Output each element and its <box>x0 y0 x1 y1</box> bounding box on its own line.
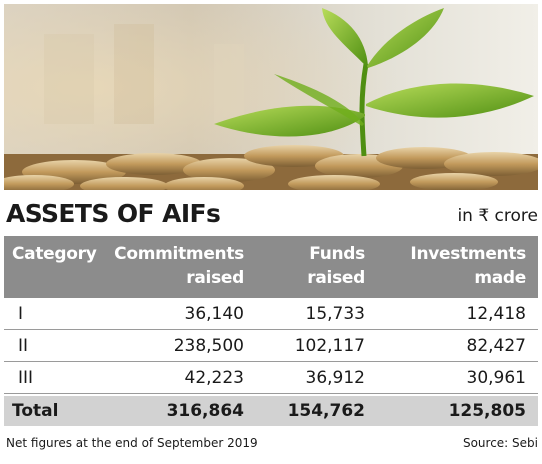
header-funds-line-2: raised <box>307 268 365 288</box>
row-investments: 82,427 <box>466 336 526 356</box>
table-row: II 238,500 102,117 82,427 <box>4 330 538 362</box>
table-row: III 42,223 36,912 30,961 <box>4 362 538 394</box>
source-credit: Source: Sebi <box>462 436 538 450</box>
total-commitments: 316,864 <box>166 401 244 421</box>
row-commitments: 36,140 <box>184 304 244 324</box>
page-title: ASSETS OF AIFs <box>6 199 221 228</box>
header-category-line-1: Category <box>12 244 97 264</box>
table-header: Category Commitments raised Funds raised… <box>4 236 538 298</box>
header-investments: Investments made <box>410 242 526 290</box>
total-label: Total <box>12 401 59 421</box>
row-commitments: 238,500 <box>173 336 244 356</box>
row-category: I <box>18 304 24 324</box>
header-photo <box>4 4 538 190</box>
footer: Net figures at the end of September 2019… <box>4 432 538 456</box>
chart-heading: ASSETS OF AIFs in ₹ crore <box>4 196 538 232</box>
header-category: Category <box>12 242 97 266</box>
table-row: I 36,140 15,733 12,418 <box>4 298 538 330</box>
header-commitments-line-2: raised <box>186 268 244 288</box>
row-funds: 102,117 <box>294 336 365 356</box>
row-category: II <box>18 336 29 356</box>
footnote: Net figures at the end of September 2019 <box>6 436 258 450</box>
total-funds: 154,762 <box>287 401 365 421</box>
header-investments-line-2: made <box>474 268 526 288</box>
unit-label: in ₹ crore <box>457 206 538 226</box>
aif-table: Category Commitments raised Funds raised… <box>4 236 538 428</box>
header-investments-line-1: Investments <box>410 244 526 264</box>
row-commitments: 42,223 <box>184 368 244 388</box>
header-funds-line-1: Funds <box>309 244 365 264</box>
row-investments: 30,961 <box>466 368 526 388</box>
header-commitments-line-1: Commitments <box>114 244 244 264</box>
header-commitments: Commitments raised <box>114 242 244 290</box>
row-funds: 15,733 <box>305 304 365 324</box>
row-funds: 36,912 <box>305 368 365 388</box>
plant-icon <box>214 8 534 157</box>
coins-pile <box>4 145 538 190</box>
row-investments: 12,418 <box>466 304 526 324</box>
total-investments: 125,805 <box>448 401 526 421</box>
plant-coins-image <box>4 4 538 190</box>
header-funds: Funds raised <box>307 242 365 290</box>
total-row: Total 316,864 154,762 125,805 <box>4 396 538 426</box>
row-category: III <box>18 368 34 388</box>
